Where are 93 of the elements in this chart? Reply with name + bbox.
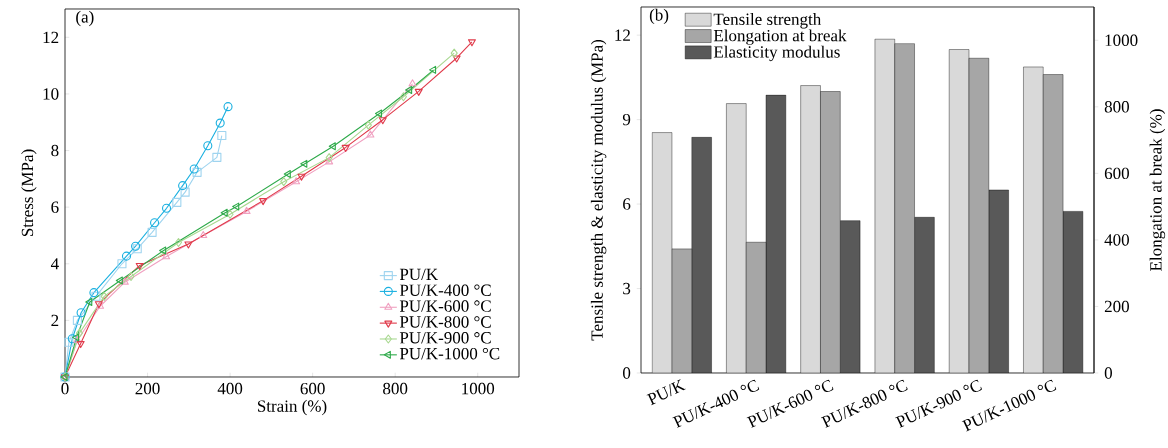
point <box>280 177 288 187</box>
point <box>100 291 108 301</box>
point <box>212 152 222 162</box>
point <box>85 297 93 306</box>
y-tick-label: 4 <box>50 258 59 270</box>
point <box>150 218 160 228</box>
legend-label: PU/K-600 °C <box>399 300 491 312</box>
point <box>172 197 182 207</box>
y-tick-label: 12 <box>615 29 630 41</box>
point <box>215 118 225 128</box>
point <box>162 252 171 260</box>
legend-label: Elongation at break <box>713 29 847 45</box>
legend-label: PU/K-400 °C <box>399 284 491 296</box>
point <box>174 237 183 248</box>
x-tick-label: 0 <box>61 382 69 395</box>
y2-tick-label: 200 <box>1104 300 1129 313</box>
legend-label: PU/K-800 °C <box>399 316 491 328</box>
point <box>184 241 193 249</box>
y2-tick-label: 400 <box>1104 234 1129 246</box>
chart-title: (b) <box>649 8 669 25</box>
x-tick-label: 1000 <box>462 382 495 395</box>
point <box>364 120 372 130</box>
point <box>203 141 213 151</box>
y2-tick-label: 600 <box>1104 167 1129 180</box>
point <box>259 198 268 206</box>
x-axis-title: Strain (%) <box>257 399 327 416</box>
point <box>429 65 437 74</box>
y-tick-label: 3 <box>623 282 631 295</box>
point <box>199 230 208 239</box>
point <box>135 262 144 271</box>
point <box>300 159 308 168</box>
point <box>366 130 375 138</box>
point <box>374 109 383 118</box>
legend-label: PU/K-900 °C <box>399 332 491 344</box>
point <box>378 117 387 125</box>
legend-label: Elasticity modulus <box>713 45 840 62</box>
point <box>147 227 157 237</box>
legend-label: PU/K <box>399 268 438 281</box>
point <box>127 271 135 282</box>
point <box>399 92 407 102</box>
point <box>159 246 167 255</box>
y-tick-label: 6 <box>51 201 59 213</box>
point <box>220 208 228 217</box>
point <box>467 39 476 47</box>
point <box>232 202 240 211</box>
point <box>452 55 461 63</box>
legend-label: Tensile strength <box>713 13 822 29</box>
point <box>178 181 188 191</box>
point <box>76 308 86 318</box>
point <box>226 209 234 219</box>
point <box>75 328 83 338</box>
x-tick-label: 400 <box>217 382 243 395</box>
point <box>283 170 291 179</box>
y-tick-label: 12 <box>43 31 59 43</box>
point <box>242 206 251 214</box>
y-axis-title: Stress (MPa) <box>21 149 37 237</box>
y-tick-label: 2 <box>51 314 59 327</box>
y2-axis-title: Elongation at break (%) <box>1149 109 1166 271</box>
point <box>117 259 127 269</box>
point <box>341 144 350 152</box>
point <box>223 102 233 112</box>
point <box>121 251 132 261</box>
chart-title: (a) <box>76 10 94 27</box>
x-tick-label: 600 <box>300 382 325 395</box>
point <box>180 187 190 197</box>
legend-label: PU/K-1000 °C <box>399 347 500 360</box>
y-tick-label: 10 <box>43 88 59 100</box>
y2-tick-label: 1000 <box>1105 34 1138 47</box>
point <box>217 130 227 141</box>
point <box>115 276 123 285</box>
x-tick-label: 800 <box>383 382 408 395</box>
point <box>161 203 172 213</box>
y2-tick-label: 800 <box>1104 101 1129 113</box>
point <box>297 173 306 181</box>
point <box>405 85 413 94</box>
point <box>328 142 336 151</box>
point <box>120 277 129 285</box>
y2-tick-label: 0 <box>1104 367 1112 379</box>
x-tick-label: 200 <box>135 382 160 395</box>
point <box>292 177 301 185</box>
point <box>72 315 82 325</box>
point <box>450 48 458 58</box>
point <box>408 79 417 87</box>
y-tick-label: 8 <box>51 144 59 157</box>
y-tick-label: 6 <box>623 198 631 210</box>
bar <box>765 94 787 373</box>
point <box>414 88 423 96</box>
y-tick-label: 9 <box>622 113 631 126</box>
point <box>76 341 85 349</box>
y-tick-label: 0 <box>623 367 631 379</box>
point <box>325 153 333 163</box>
y-axis-title: Tensile strength & elasticity modulus (MPa) <box>590 39 607 341</box>
point <box>325 157 334 165</box>
